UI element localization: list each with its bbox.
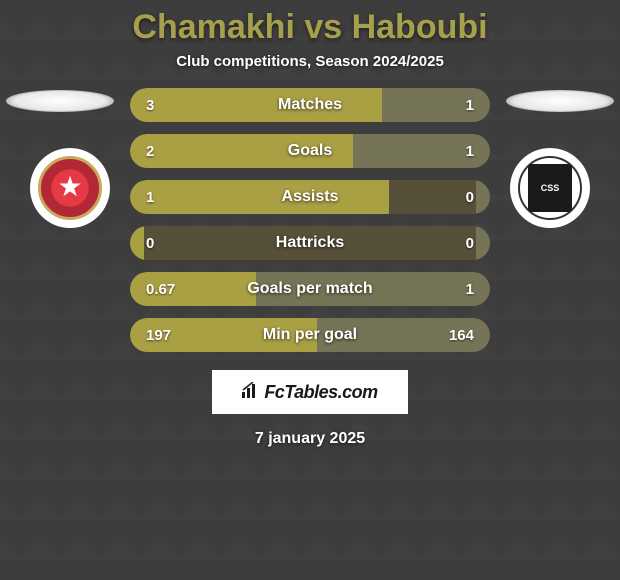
stat-row: 3 1 Matches: [130, 88, 490, 122]
stat-fill-right: [476, 180, 490, 214]
stat-row: 197 164 Min per goal: [130, 318, 490, 352]
stat-value-left: 3: [146, 97, 154, 114]
stat-value-left: 2: [146, 143, 154, 160]
comparison-date: 7 january 2025: [255, 430, 365, 448]
stat-value-right: 164: [449, 327, 474, 344]
stat-value-left: 197: [146, 327, 171, 344]
comparison-subtitle: Club competitions, Season 2024/2025: [176, 53, 444, 70]
stat-label: Assists: [282, 188, 339, 206]
comparison-title: Chamakhi vs Haboubi: [132, 8, 487, 47]
stat-value-right: 0: [466, 189, 474, 206]
stat-label: Hattricks: [276, 234, 344, 252]
stat-value-right: 1: [466, 97, 474, 114]
stat-row: 2 1 Goals: [130, 134, 490, 168]
stat-value-right: 1: [466, 143, 474, 160]
stat-fill-left: [130, 226, 144, 260]
stat-label: Min per goal: [263, 326, 357, 344]
watermark-text: FcTables.com: [264, 382, 377, 403]
ess-badge: ★: [38, 156, 102, 220]
stat-label: Goals per match: [247, 280, 372, 298]
stat-row: 0 0 Hattricks: [130, 226, 490, 260]
stat-row: 1 0 Assists: [130, 180, 490, 214]
stat-value-left: 0: [146, 235, 154, 252]
chart-icon: [242, 382, 260, 403]
stat-value-right: 0: [466, 235, 474, 252]
stat-label: Goals: [288, 142, 332, 160]
stat-row: 0.67 1 Goals per match: [130, 272, 490, 306]
stat-fill-left: [130, 88, 382, 122]
stats-container: 3 1 Matches 2 1 Goals 1 0 Assists 0 0 Hattricks 0.67…: [130, 88, 490, 352]
watermark: FcTables.com: [212, 370, 408, 414]
left-halo: [6, 90, 114, 112]
right-halo: [506, 90, 614, 112]
css-badge: CSS: [518, 156, 582, 220]
stat-value-right: 1: [466, 281, 474, 298]
css-shield: CSS: [528, 164, 572, 212]
stat-value-left: 1: [146, 189, 154, 206]
stat-fill-left: [130, 180, 389, 214]
main-area: ★ CSS 3 1 Matches 2 1 Goals 1 0 Assists 0 0 Hattric…: [0, 88, 620, 448]
team-right-logo: CSS: [510, 148, 590, 228]
team-left-logo: ★: [30, 148, 110, 228]
stat-label: Matches: [278, 96, 342, 114]
stat-value-left: 0.67: [146, 281, 175, 298]
stat-fill-right: [476, 226, 490, 260]
star-icon: ★: [57, 170, 82, 203]
